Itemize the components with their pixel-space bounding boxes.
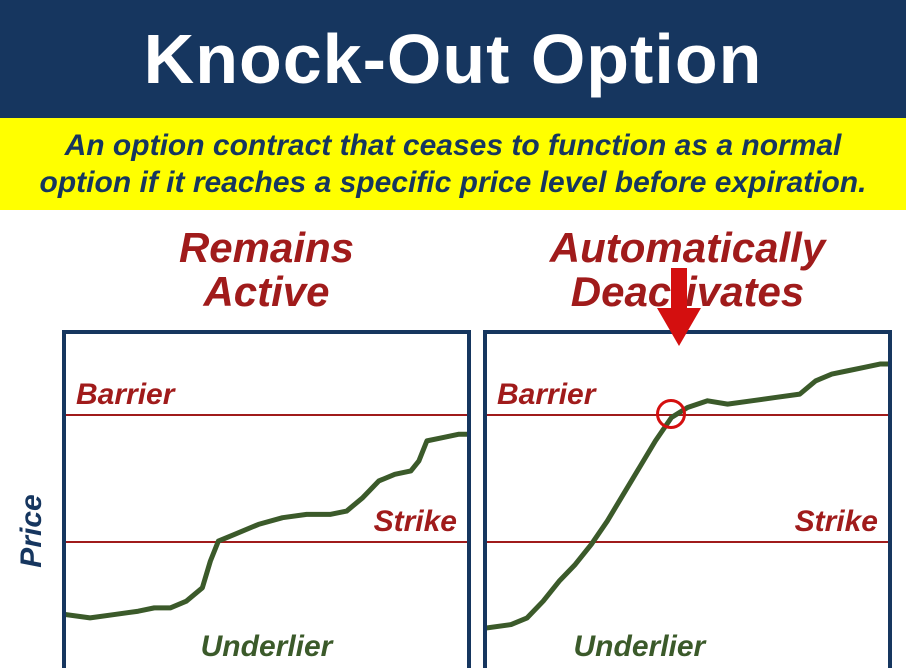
- title-bar: Knock-Out Option: [0, 0, 906, 118]
- chart-left-header-text: RemainsActive: [179, 226, 354, 314]
- subtitle-bar: An option contract that ceases to functi…: [0, 118, 906, 210]
- y-axis-label: Price: [15, 494, 49, 567]
- chart-left-plot: Barrier Strike Underlier: [62, 330, 471, 668]
- chart-right: AutomaticallyDeactivates Barrier Strike …: [477, 210, 898, 668]
- chart-left-price-path: [66, 334, 467, 668]
- chart-right-price-path: [487, 334, 888, 668]
- charts-row: Price RemainsActive Barrier Strike Under…: [0, 210, 906, 668]
- chart-right-plot: Barrier Strike Underlier: [483, 330, 892, 668]
- chart-right-deactivate-arrow-icon: [657, 268, 701, 348]
- chart-left: RemainsActive Barrier Strike Underlier: [56, 210, 477, 668]
- subtitle-text: An option contract that ceases to functi…: [20, 127, 886, 202]
- title-text: Knock-Out Option: [144, 19, 763, 99]
- chart-left-header: RemainsActive: [62, 210, 471, 330]
- y-axis-column: Price: [8, 210, 56, 668]
